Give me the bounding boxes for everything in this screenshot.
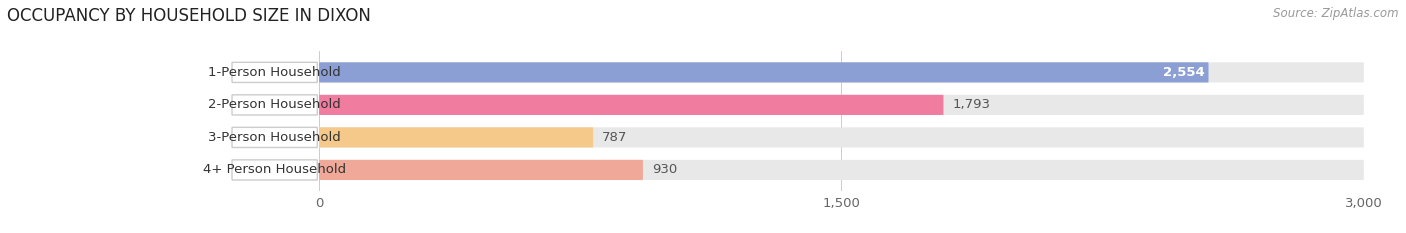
Text: 2-Person Household: 2-Person Household [208, 98, 342, 111]
Text: 787: 787 [602, 131, 627, 144]
FancyBboxPatch shape [319, 127, 1364, 147]
FancyBboxPatch shape [319, 62, 1209, 82]
Text: 2,554: 2,554 [1163, 66, 1205, 79]
FancyBboxPatch shape [232, 160, 318, 180]
FancyBboxPatch shape [232, 95, 318, 115]
Text: 1,793: 1,793 [952, 98, 990, 111]
FancyBboxPatch shape [232, 62, 318, 82]
Text: 1-Person Household: 1-Person Household [208, 66, 342, 79]
FancyBboxPatch shape [319, 127, 593, 147]
FancyBboxPatch shape [319, 160, 1364, 180]
FancyBboxPatch shape [319, 95, 1364, 115]
FancyBboxPatch shape [319, 62, 1364, 82]
FancyBboxPatch shape [319, 160, 643, 180]
Text: OCCUPANCY BY HOUSEHOLD SIZE IN DIXON: OCCUPANCY BY HOUSEHOLD SIZE IN DIXON [7, 7, 371, 25]
Text: 3-Person Household: 3-Person Household [208, 131, 342, 144]
Text: 930: 930 [651, 163, 676, 176]
FancyBboxPatch shape [232, 127, 318, 147]
Text: Source: ZipAtlas.com: Source: ZipAtlas.com [1274, 7, 1399, 20]
Text: 4+ Person Household: 4+ Person Household [202, 163, 346, 176]
FancyBboxPatch shape [319, 95, 943, 115]
